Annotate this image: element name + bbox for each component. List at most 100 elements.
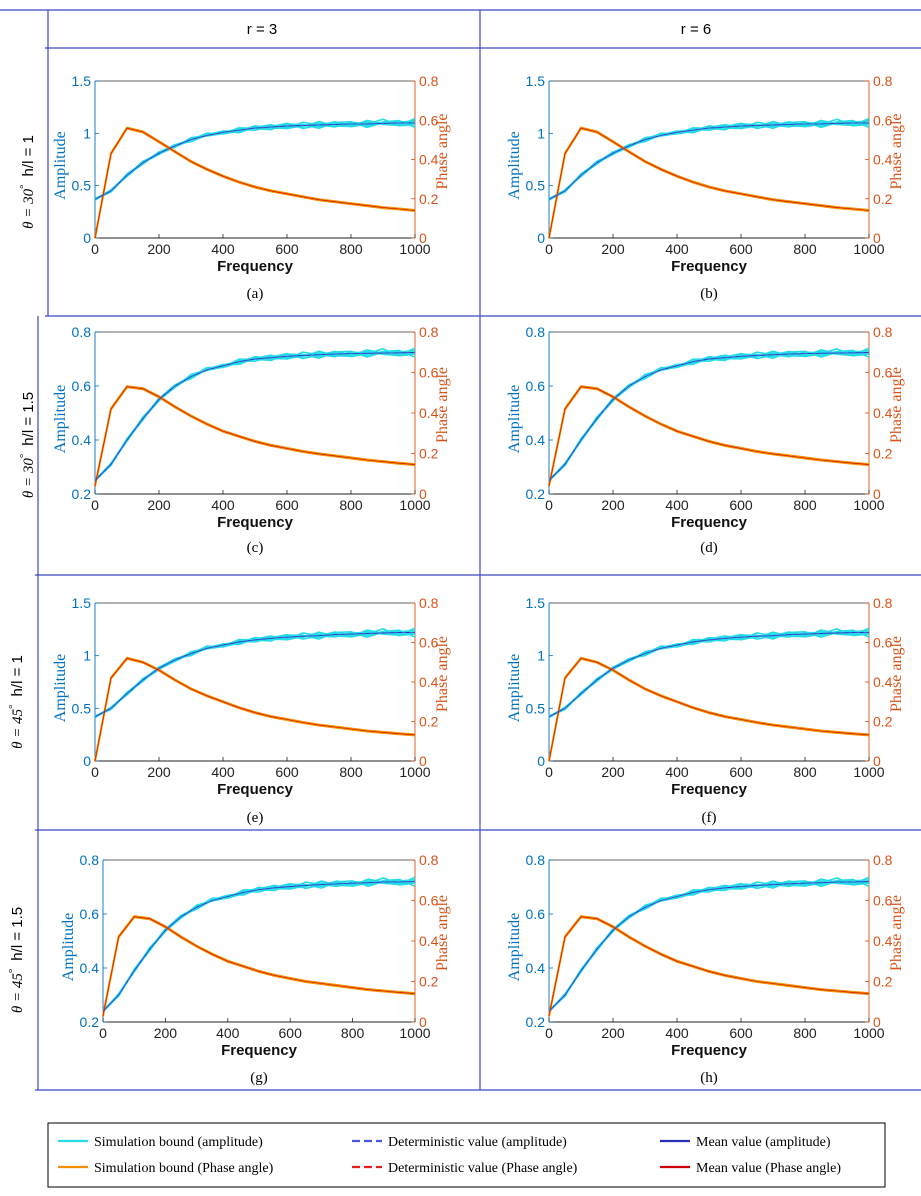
y-left-axis-label: Amplitude — [52, 131, 69, 199]
mean-phase-line — [548, 657, 870, 762]
sim-amplitude-trace — [548, 879, 870, 1012]
y-right-tick-label: 0.2 — [873, 974, 893, 990]
y-left-axis-label: Amplitude — [506, 654, 523, 722]
x-tick-label: 0 — [99, 1025, 107, 1041]
x-tick-label: 200 — [601, 497, 625, 513]
legend-box — [47, 1122, 886, 1188]
row-header: θ = 30° h/l = 1 — [18, 135, 37, 229]
chart-panels: 0 200 400 600 800 100000.511.500.20.40.60.8Fr… — [52, 73, 905, 1059]
x-tick-label: 600 — [729, 1025, 753, 1041]
x-tick-label: 600 — [729, 764, 753, 780]
y-left-tick-label: 1 — [537, 125, 545, 141]
y-left-tick-label: 0.5 — [72, 700, 92, 716]
x-axis-label: Frequency — [217, 781, 294, 798]
y-left-axis-label: Amplitude — [52, 654, 69, 722]
column-header-r3: r = 3 — [247, 21, 277, 38]
row-header-degree: ° — [7, 969, 19, 973]
deterministic-amplitude-line — [94, 352, 416, 481]
sim-amplitude-trace — [102, 876, 416, 1013]
sim-amplitude-trace — [548, 631, 870, 718]
sim-phase-trace — [102, 916, 416, 1017]
y-right-axis-label: Phase angle — [434, 895, 451, 971]
y-right-tick-label: 0.6 — [419, 112, 439, 128]
panel-caption: (a) — [247, 286, 264, 302]
x-axis-label: Frequency — [217, 258, 294, 275]
panel-caption: (e) — [247, 810, 264, 826]
y-left-tick-label: 0.4 — [72, 432, 92, 448]
x-tick-label: 1000 — [853, 241, 884, 257]
y-right-tick-label: 0.4 — [873, 152, 893, 168]
sim-phase-trace — [548, 657, 870, 762]
sim-phase-trace — [548, 127, 870, 239]
row-headers: θ = 30°h/l = 1θ = 30°h/l = 1.5θ = 45°h/l… — [7, 135, 37, 1013]
mean-amplitude-line — [94, 632, 415, 718]
y-left-axis-label: Amplitude — [52, 385, 69, 453]
y-right-tick-label: 0.2 — [419, 714, 439, 730]
x-tick-label: 1000 — [399, 1025, 430, 1041]
y-left-tick-label: 1.5 — [526, 73, 546, 89]
x-axis-label: Frequency — [217, 514, 294, 531]
y-left-tick-label: 0.6 — [80, 906, 100, 922]
sim-phase-trace — [102, 915, 416, 1016]
y-right-tick-label: 0.6 — [873, 365, 893, 381]
sim-amplitude-trace — [102, 877, 416, 1013]
y-left-tick-label: 0.8 — [526, 852, 546, 868]
y-left-tick-label: 0.8 — [80, 852, 100, 868]
x-tick-label: 800 — [793, 764, 817, 780]
sim-phase-trace — [94, 385, 416, 487]
sim-phase-trace — [548, 656, 870, 761]
y-right-tick-label: 0.6 — [873, 893, 893, 909]
panel-f: 0 200 400 600 800 100000.511.500.20.40.60.8Fr… — [506, 595, 905, 798]
x-tick-label: 1000 — [399, 497, 430, 513]
deterministic-amplitude-line — [548, 881, 870, 1012]
x-tick-label: 800 — [341, 1025, 365, 1041]
y-right-axis-label: Phase angle — [888, 895, 905, 971]
y-left-tick-label: 0.2 — [526, 486, 546, 502]
row-header-hl: h/l = 1 — [9, 655, 26, 696]
y-left-tick-label: 1 — [83, 125, 91, 141]
mean-phase-line — [94, 657, 416, 762]
x-tick-label: 600 — [275, 764, 299, 780]
row-header-hl: h/l = 1.5 — [20, 392, 37, 446]
x-axis-label: Frequency — [671, 781, 748, 798]
x-tick-label: 400 — [216, 1025, 240, 1041]
x-axis-label: Frequency — [671, 514, 748, 531]
y-left-tick-label: 0.6 — [72, 378, 92, 394]
mean-phase-line — [94, 127, 416, 239]
row-header-hl: h/l = 1.5 — [9, 907, 26, 961]
y-right-tick-label: 0.4 — [419, 933, 439, 949]
x-tick-label: 1000 — [399, 241, 430, 257]
sim-phase-trace — [548, 127, 870, 239]
panel-h: 0 200 400 600 800 10000.20.40.60.800.20.40.60… — [506, 852, 905, 1059]
sim-amplitude-trace — [548, 878, 870, 1012]
x-tick-label: 1000 — [853, 1025, 884, 1041]
y-left-tick-label: 0.2 — [80, 1014, 100, 1030]
y-right-tick-label: 0.8 — [419, 73, 439, 89]
legend: Simulation bound (amplitude) Deterministi… — [47, 1122, 886, 1188]
mean-phase-line — [548, 127, 870, 239]
y-right-tick-label: 0.4 — [873, 933, 893, 949]
sim-phase-trace — [94, 657, 416, 762]
panel-caption: (f) — [702, 810, 717, 826]
x-tick-label: 1000 — [853, 764, 884, 780]
row-header-theta: θ = 45 — [10, 708, 26, 748]
x-tick-label: 0 — [545, 497, 553, 513]
y-left-tick-label: 0.8 — [72, 324, 92, 340]
x-tick-label: 200 — [147, 764, 171, 780]
y-left-tick-label: 0.2 — [526, 1014, 546, 1030]
y-right-tick-label: 0 — [419, 230, 427, 246]
deterministic-amplitude-line — [102, 881, 416, 1012]
legend-label: Mean value (amplitude) — [696, 1135, 831, 1150]
sim-amplitude-trace — [94, 629, 416, 717]
y-right-tick-label: 0.2 — [873, 446, 893, 462]
x-tick-label: 600 — [729, 241, 753, 257]
y-right-axis-label: Phase angle — [434, 367, 451, 443]
legend-label: Deterministic value (Phase angle) — [388, 1161, 578, 1176]
y-left-axis-label: Amplitude — [506, 385, 523, 453]
x-axis-label: Frequency — [221, 1042, 298, 1059]
y-right-tick-label: 0.6 — [419, 893, 439, 909]
y-left-tick-label: 0.5 — [526, 178, 546, 194]
x-tick-label: 600 — [279, 1025, 303, 1041]
deterministic-amplitude-line — [94, 122, 415, 200]
panel-caption: (c) — [247, 540, 264, 556]
